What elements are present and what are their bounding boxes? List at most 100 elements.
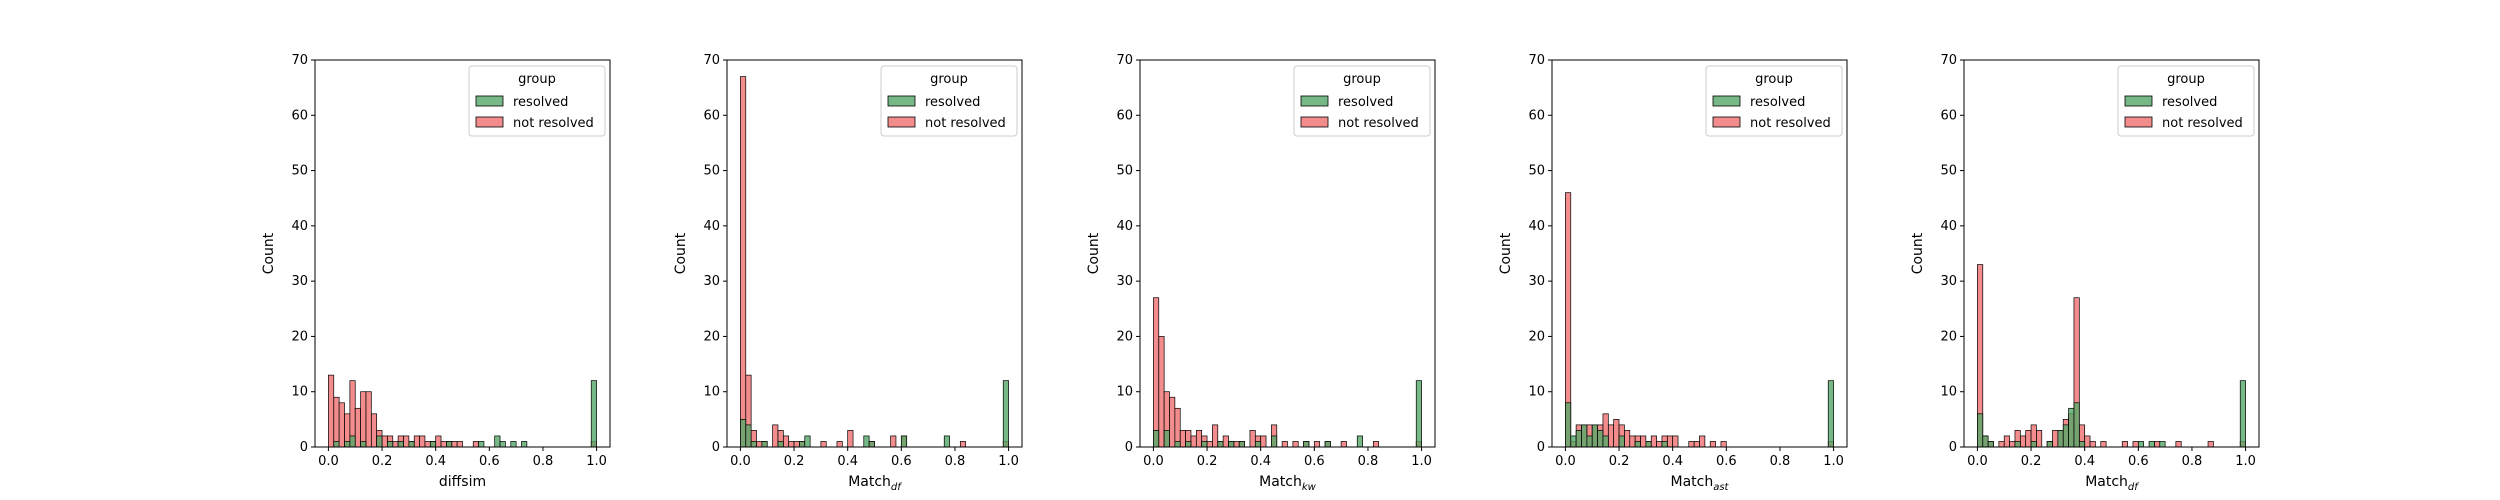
bar-not-resolved (1672, 435, 1679, 448)
bar-resolved (1002, 380, 1009, 448)
bar-not-resolved (435, 435, 442, 448)
bar-resolved (863, 435, 870, 448)
bar-not-resolved (403, 435, 410, 448)
bar-not-resolved (1372, 441, 1380, 448)
y-tick-label: 0 (1125, 440, 1133, 455)
x-tick-label: 0.2 (2021, 454, 2042, 469)
bar-not-resolved (1260, 435, 1267, 448)
bar-not-resolved (1222, 435, 1229, 448)
bar-resolved (590, 380, 597, 448)
x-tick-label: 0.8 (1358, 454, 1379, 469)
bar-resolved (387, 441, 394, 448)
bar-not-resolved (370, 413, 378, 448)
legend: group resolved not resolved (2117, 65, 2255, 137)
bar-resolved (521, 441, 528, 448)
bar-resolved (446, 441, 453, 448)
bar-resolved (900, 435, 908, 448)
y-axis-label: Count (1910, 232, 1926, 274)
y-axis-label: Count (261, 232, 277, 274)
bar-resolved (349, 435, 356, 448)
bar-resolved (1201, 441, 1208, 448)
y-axis-label: Count (1498, 232, 1514, 274)
bar-not-resolved (2132, 441, 2139, 448)
bar-not-resolved (2019, 435, 2027, 448)
y-tick-label: 60 (291, 108, 308, 123)
bar-not-resolved (392, 441, 399, 448)
bar-not-resolved (1249, 430, 1256, 448)
bar-resolved (2239, 380, 2246, 448)
bar-resolved (333, 441, 340, 448)
chart-panel-1: 0 10 20 30 40 50 60 70 0.0 0.2 0.4 0.6 0.8 1.0 Count di… (261, 53, 611, 490)
bar-resolved (2159, 441, 2166, 448)
bar-resolved (1602, 435, 1609, 448)
x-tick-label: 0.6 (1716, 454, 1737, 469)
legend-label: resolved (513, 95, 568, 110)
bar-resolved (478, 441, 485, 448)
chart-panel-4: 0 10 20 30 40 50 60 70 0.0 0.2 0.4 0.6 0.8 1.0 Count Ma… (1498, 53, 1848, 493)
x-tick-label: 0.0 (1143, 454, 1164, 469)
legend-swatch-not-resolved (887, 116, 916, 128)
y-tick-label: 50 (703, 164, 720, 179)
bar-resolved (1982, 435, 1989, 448)
bar-not-resolved (1190, 435, 1197, 448)
bar-not-resolved (333, 396, 340, 448)
bar-not-resolved (1640, 435, 1647, 448)
axes-frame (314, 59, 611, 448)
axes-frame (726, 59, 1023, 448)
chart-panel-5: 0 10 20 30 40 50 60 70 0.0 0.2 0.4 0.6 0.8 1.0 Count Ma… (1910, 53, 2260, 493)
series-resolved (333, 380, 597, 448)
y-tick-label: 10 (1940, 385, 1957, 400)
bar-resolved (745, 424, 752, 448)
bar-resolved (2137, 441, 2145, 448)
x-axis-label-main: Match (2085, 474, 2128, 490)
x-tick-label: 1.0 (1411, 454, 1432, 469)
bar-resolved (777, 441, 784, 448)
y-tick-label: 20 (1528, 329, 1545, 344)
bar-not-resolved (793, 441, 800, 448)
bar-not-resolved (424, 441, 431, 448)
bar-not-resolved (820, 441, 827, 448)
bar-not-resolved (2003, 435, 2010, 448)
bar-not-resolved (1206, 441, 1213, 448)
y-tick-label: 70 (703, 53, 720, 68)
bar-resolved (868, 441, 875, 448)
y-tick-label: 70 (291, 53, 308, 68)
x-tick-label: 0.6 (1304, 454, 1325, 469)
bar-resolved (429, 441, 437, 448)
bar-resolved (1254, 441, 1262, 448)
bar-resolved (1575, 430, 1582, 448)
bar-not-resolved (1292, 441, 1299, 448)
x-axis-label-main: diffsim (439, 474, 486, 490)
series-not-resolved (1565, 192, 1834, 448)
legend-label: resolved (925, 95, 980, 110)
x-tick-label: 0.8 (2182, 454, 2203, 469)
legend-label: not resolved (2162, 116, 2243, 131)
bar-resolved (2078, 441, 2086, 448)
y-tick-label: 60 (1940, 108, 1957, 123)
bar-resolved (1618, 435, 1625, 448)
y-tick-label: 60 (1116, 108, 1133, 123)
bar-not-resolved (1720, 441, 1727, 448)
y-tick-label: 30 (1528, 274, 1545, 289)
bar-not-resolved (1656, 441, 1663, 448)
bar-not-resolved (1233, 441, 1240, 448)
bar-not-resolved (354, 407, 361, 448)
bar-not-resolved (328, 374, 335, 448)
legend-swatch-resolved (1712, 95, 1741, 107)
x-axis-label-main: Match (848, 474, 891, 490)
y-tick-label: 40 (1116, 219, 1133, 234)
bar-not-resolved (2084, 435, 2091, 448)
x-tick-label: 0.4 (1250, 454, 1271, 469)
x-axis-label: diffsim (439, 474, 486, 490)
legend: group resolved not resolved (1293, 65, 1431, 137)
bar-resolved (1324, 441, 1331, 448)
x-tick-label: 0.0 (1967, 454, 1988, 469)
bar-resolved (761, 441, 768, 448)
y-tick-label: 70 (1116, 53, 1133, 68)
x-tick-label: 0.0 (318, 454, 339, 469)
bar-not-resolved (419, 435, 426, 448)
bar-not-resolved (360, 391, 367, 448)
legend-title: group (1755, 72, 1793, 87)
legend-swatch-resolved (1300, 95, 1329, 107)
legend-label: resolved (2162, 95, 2217, 110)
